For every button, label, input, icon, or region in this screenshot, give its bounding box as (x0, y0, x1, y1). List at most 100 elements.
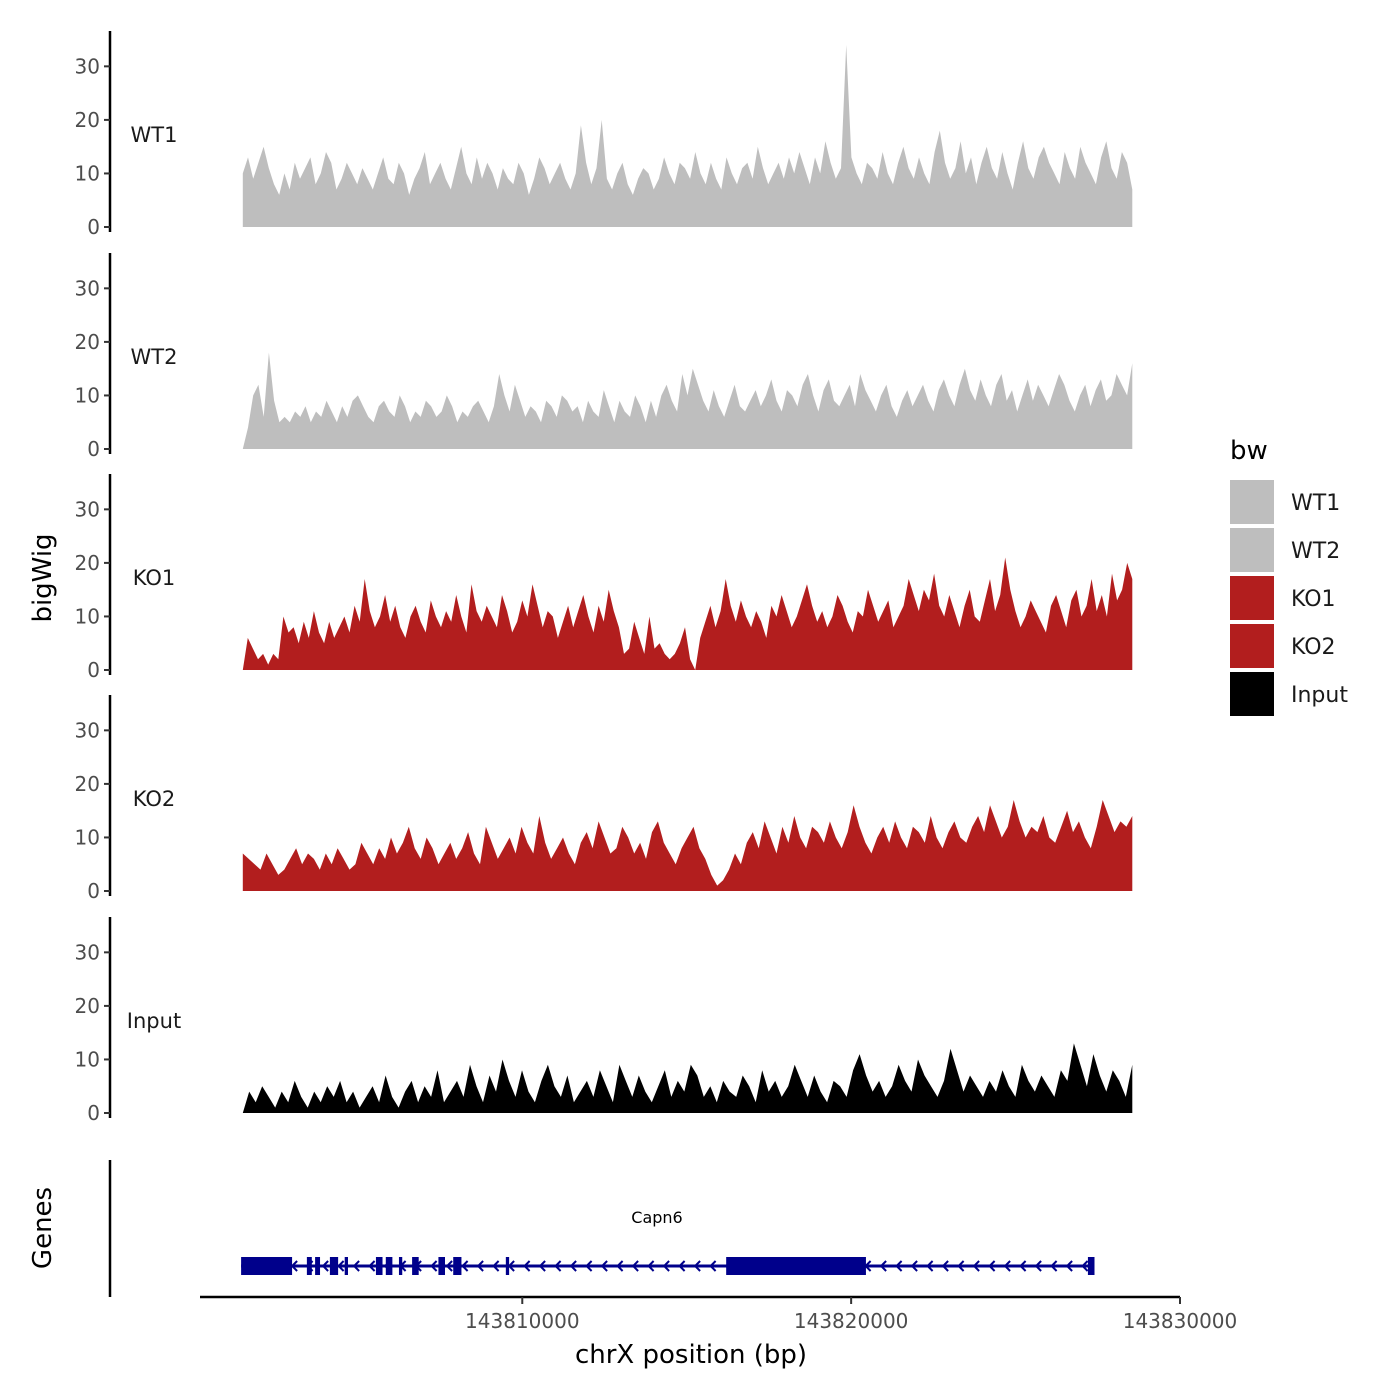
gene-exon (412, 1257, 419, 1275)
x-axis-title: chrX position (bp) (575, 1340, 807, 1370)
bigwig-tracks: 0 10 20 30 WT1 0 10 20 30 WT2 0 10 20 30 KO1 0 10 20 30 KO2… (75, 31, 1133, 1125)
y-tick-label: 10 (75, 604, 100, 628)
strand-arrow (321, 1260, 329, 1272)
strand-arrow (895, 1260, 903, 1272)
legend-swatch-ko1 (1230, 576, 1274, 620)
legend-label-input: Input (1291, 683, 1348, 708)
y-tick-label: 0 (87, 658, 100, 682)
track-panel-ko1: 0 10 20 30 KO1 (75, 474, 1133, 682)
y-tick-label: 20 (75, 772, 100, 796)
track-panel-wt1: 0 10 20 30 WT1 (75, 31, 1133, 239)
y-tick-label: 10 (75, 825, 100, 849)
strand-arrow (538, 1260, 546, 1272)
y-tick-label: 30 (75, 276, 100, 300)
genes-panel: Genes Capn6 (28, 1160, 1095, 1297)
y-tick-label: 0 (87, 879, 100, 903)
gene-exon (315, 1257, 321, 1275)
strand-arrow (1003, 1260, 1011, 1272)
y-tick-label: 20 (75, 994, 100, 1018)
strand-arrow (678, 1260, 686, 1272)
strand-arrow (569, 1260, 577, 1272)
strand-arrow (910, 1260, 918, 1272)
gene-exon (438, 1257, 445, 1275)
x-tick-label: 143810000 (465, 1309, 580, 1333)
y-axis-title: bigWig (28, 533, 58, 622)
x-axis: 143810000 143820000 143830000 (200, 1295, 1238, 1333)
y-tick-label: 0 (87, 1101, 100, 1125)
strand-arrow (1050, 1260, 1058, 1272)
track-panel-ko2: 0 10 20 30 KO2 (75, 695, 1133, 903)
strand-arrow (972, 1260, 980, 1272)
legend-swatch-wt2 (1230, 528, 1274, 572)
gene-exon (241, 1257, 293, 1275)
gene-exon (726, 1257, 866, 1275)
y-tick-label: 10 (75, 161, 100, 185)
track-label: WT1 (131, 123, 178, 147)
strand-arrow (709, 1260, 717, 1272)
strand-arrow (988, 1260, 996, 1272)
strand-arrow (616, 1260, 624, 1272)
strand-arrow (430, 1260, 438, 1272)
strand-arrow (600, 1260, 608, 1272)
coverage-area-wt1 (242, 44, 1133, 228)
strand-arrow (941, 1260, 949, 1272)
strand-arrow (585, 1260, 593, 1272)
coverage-area-input (242, 1043, 1133, 1113)
strand-arrow (492, 1260, 500, 1272)
strand-arrow (662, 1260, 670, 1272)
strand-arrow (523, 1260, 531, 1272)
track-panel-wt2: 0 10 20 30 WT2 (75, 253, 1133, 461)
legend: bw WT1 WT2 KO1 KO2 Input (1230, 436, 1348, 716)
strand-arrow (1019, 1260, 1027, 1272)
gene-exon (505, 1257, 510, 1275)
track-label: KO1 (133, 566, 176, 590)
legend-swatch-wt1 (1230, 480, 1274, 524)
gene-name-label: Capn6 (631, 1208, 682, 1227)
track-label: KO2 (133, 787, 176, 811)
strand-arrow (476, 1260, 484, 1272)
y-tick-label: 20 (75, 551, 100, 575)
y-tick-label: 0 (87, 215, 100, 239)
gene-exon (329, 1257, 339, 1275)
y-tick-label: 30 (75, 54, 100, 78)
x-tick-label: 143820000 (794, 1309, 909, 1333)
strand-arrow (290, 1260, 298, 1272)
y-tick-label: 10 (75, 1047, 100, 1071)
gene-exon (453, 1257, 462, 1275)
y-tick-label: 20 (75, 330, 100, 354)
strand-arrow (1081, 1260, 1089, 1272)
strand-arrow (693, 1260, 701, 1272)
y-tick-label: 30 (75, 497, 100, 521)
genes-axis-title: Genes (28, 1187, 58, 1269)
gene-exon (344, 1257, 348, 1275)
gene-exon (306, 1257, 312, 1275)
y-tick-label: 0 (87, 437, 100, 461)
track-panel-input: 0 10 20 30 Input (75, 917, 1133, 1125)
strand-arrow (337, 1260, 345, 1272)
y-tick-label: 30 (75, 940, 100, 964)
gene-exon (398, 1257, 403, 1275)
track-label: Input (127, 1009, 181, 1033)
strand-arrow (647, 1260, 655, 1272)
legend-swatch-input (1230, 672, 1274, 716)
strand-arrow (1034, 1260, 1042, 1272)
track-label: WT2 (131, 345, 178, 369)
legend-label-wt1: WT1 (1291, 491, 1340, 516)
strand-arrow (445, 1260, 453, 1272)
legend-label-wt2: WT2 (1291, 539, 1340, 564)
strand-arrow (957, 1260, 965, 1272)
strand-arrow (926, 1260, 934, 1272)
legend-swatch-ko2 (1230, 624, 1274, 668)
gene-exon (385, 1257, 393, 1275)
strand-arrow (461, 1260, 469, 1272)
strand-arrow (352, 1260, 360, 1272)
coverage-area-ko2 (242, 800, 1133, 891)
strand-arrow (1065, 1260, 1073, 1272)
x-tick-label: 143830000 (1123, 1309, 1238, 1333)
gene-exon (375, 1257, 383, 1275)
legend-title: bw (1230, 436, 1268, 466)
coverage-area-wt2 (242, 352, 1133, 449)
legend-label-ko1: KO1 (1291, 587, 1336, 612)
y-tick-label: 10 (75, 383, 100, 407)
